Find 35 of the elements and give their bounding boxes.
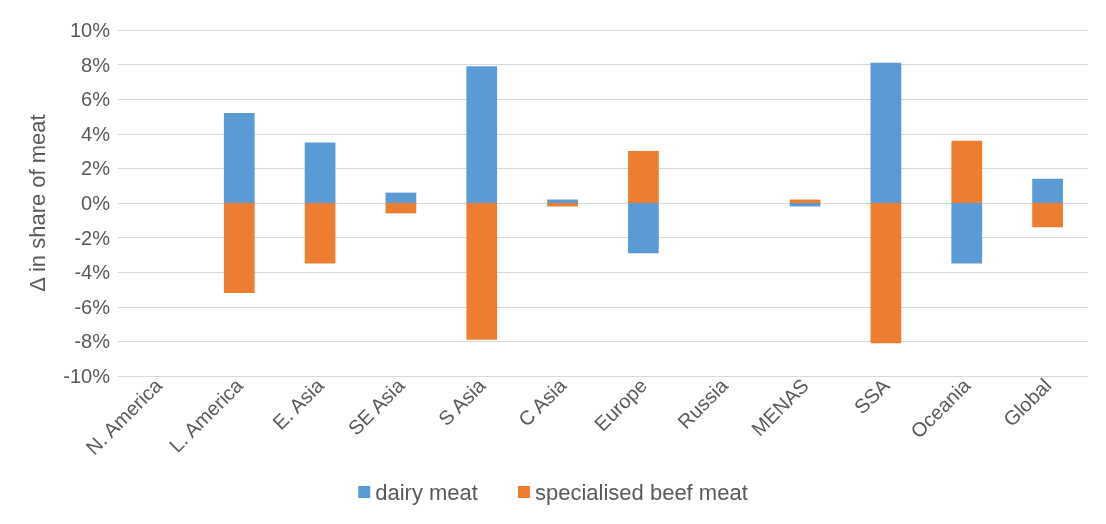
y-axis-title: Δ in share of meat	[24, 114, 50, 292]
y-tick-label: -8%	[74, 330, 111, 353]
bar	[304, 142, 336, 203]
y-tick-label: 4%	[81, 122, 111, 145]
bar	[951, 140, 983, 203]
y-tick-label: 2%	[81, 157, 111, 180]
y-tick-label: -4%	[74, 261, 111, 284]
bar	[223, 113, 255, 203]
x-tick-label: E. Asia	[268, 373, 329, 434]
y-tick-label: 10%	[69, 19, 111, 41]
y-tick-label: -10%	[63, 365, 111, 387]
bar	[223, 203, 255, 293]
y-tick-label: -6%	[74, 295, 111, 318]
y-tick-label: 6%	[81, 88, 111, 111]
bar	[385, 192, 417, 203]
y-tick-label: 8%	[81, 53, 111, 76]
x-tick-label: SE Asia	[343, 373, 410, 440]
bar	[1032, 178, 1063, 203]
bar	[870, 62, 902, 203]
bar	[951, 203, 983, 264]
bar	[628, 151, 659, 203]
bar	[304, 203, 336, 264]
x-tick-label: SSA	[849, 373, 895, 419]
bar	[466, 203, 498, 340]
bar	[870, 203, 902, 344]
bar	[385, 203, 417, 214]
bar	[1032, 203, 1063, 228]
y-tick-label: -2%	[74, 226, 111, 249]
legend-label: specialised beef meat	[534, 479, 748, 505]
bar	[628, 203, 659, 254]
bar	[466, 66, 498, 203]
legend-label: dairy meat	[375, 479, 478, 505]
x-tick-label: S Asia	[433, 373, 491, 430]
y-tick-label: 0%	[81, 192, 111, 214]
x-tick-label: C Asia	[513, 373, 571, 431]
